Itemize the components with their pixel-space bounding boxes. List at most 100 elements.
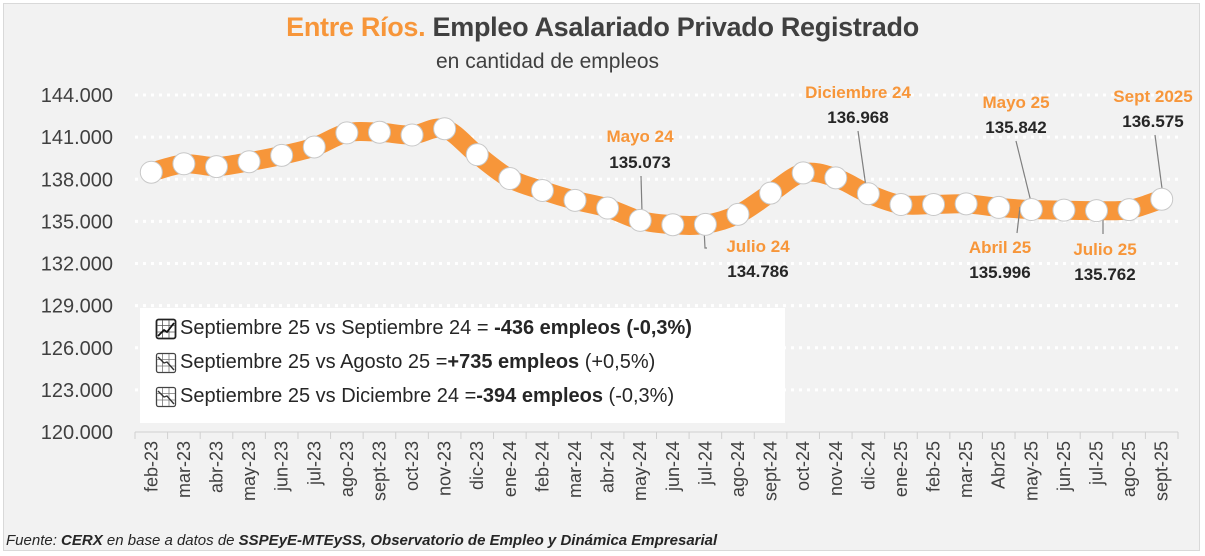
data-point — [270, 143, 294, 167]
chart-decreasing-icon — [155, 386, 177, 407]
x-tick-label: ago-24 — [728, 441, 748, 497]
source-prefix: Fuente: — [6, 532, 62, 549]
x-tick-label: may-25 — [1021, 441, 1041, 501]
source-mid: en base a datos de — [102, 532, 239, 549]
comparison-box: Septiembre 25 vs Septiembre 24 = -436 em… — [140, 308, 785, 423]
data-point — [1117, 198, 1141, 222]
data-point — [367, 120, 391, 144]
data-point — [1019, 198, 1043, 222]
comparison-value: -394 empleos — [476, 385, 603, 407]
x-tick-label: jul-25 — [1087, 441, 1107, 486]
data-point — [856, 182, 880, 206]
x-tick-label: mar-24 — [565, 441, 585, 498]
data-point — [204, 155, 228, 179]
x-tick-label: feb-23 — [141, 441, 161, 492]
x-tick-label: feb-24 — [532, 441, 552, 492]
annotation-value: 134.786 — [727, 262, 788, 281]
annotation-leader — [857, 130, 867, 188]
x-tick-label: sept-24 — [761, 441, 781, 501]
annotation-value: 136.968 — [827, 108, 888, 127]
comparison-value: -436 empleos — [494, 317, 621, 339]
x-tick-label: dic-24 — [858, 441, 878, 490]
data-point — [530, 178, 554, 202]
data-points — [139, 117, 1174, 237]
data-point — [172, 152, 196, 176]
data-point — [1085, 199, 1109, 223]
x-tick-label: jun-23 — [272, 441, 292, 492]
annotation-label: Abril 25 — [969, 238, 1031, 257]
annotation-value: 135.762 — [1074, 265, 1135, 284]
annotation-value: 135.842 — [985, 118, 1046, 137]
data-point — [661, 213, 685, 237]
data-point — [726, 202, 750, 226]
x-tick-label: nov-23 — [435, 441, 455, 496]
x-tick-label: ene-24 — [500, 441, 520, 497]
annotation-leaders — [640, 130, 1164, 249]
data-point — [139, 160, 163, 184]
x-tick-label: ago-23 — [337, 441, 357, 497]
x-tick-label: jul-23 — [304, 441, 324, 486]
x-tick-label: mar-25 — [956, 441, 976, 498]
chart-increasing-icon — [155, 318, 177, 339]
x-tick-label: mar-23 — [174, 441, 194, 498]
x-tick-label: nov-24 — [826, 441, 846, 496]
data-point — [433, 117, 457, 141]
x-tick-label: Abr25 — [989, 441, 1009, 489]
data-point — [954, 192, 978, 216]
annotations: Mayo 24 135.073 Julio 24 134.786 Diciembre 2… — [606, 83, 1192, 284]
data-point — [628, 208, 652, 232]
x-tick-label: oct-23 — [402, 441, 422, 491]
annotation-leader — [1016, 206, 1021, 234]
data-point — [824, 166, 848, 190]
data-point — [465, 143, 489, 167]
annotation-label: Julio 24 — [726, 237, 790, 256]
comparison-row: Septiembre 25 vs Diciembre 24 = -394 emp… — [155, 385, 674, 408]
x-tick-label: feb-25 — [924, 441, 944, 492]
y-tick-label: 141.000 — [41, 127, 113, 149]
y-tick-label: 132.000 — [41, 254, 113, 276]
annotation-label: Diciembre 24 — [805, 83, 911, 102]
x-tick-label: abr-24 — [598, 441, 618, 493]
data-point — [759, 181, 783, 205]
annotation-leader — [1154, 134, 1164, 197]
annotation-value: 136.575 — [1122, 112, 1183, 131]
data-point — [791, 161, 815, 185]
source-org: CERX — [61, 532, 103, 549]
x-tick-label: ene-25 — [891, 441, 911, 497]
comparison-text: Septiembre 25 vs Septiembre 24 = — [180, 317, 489, 339]
data-point — [987, 195, 1011, 219]
y-tick-label: 120.000 — [41, 422, 113, 444]
annotation-leader — [640, 175, 643, 213]
comparison-pct: (-0,3%) — [626, 317, 692, 339]
data-point — [1150, 187, 1174, 211]
data-point — [498, 167, 522, 191]
annotation-label: Mayo 24 — [606, 127, 674, 146]
x-tick-label: jun-24 — [663, 441, 683, 492]
y-axis: 120.000 123.000 126.000 129.000 132.000 135.0… — [41, 85, 113, 444]
title-main: Empleo Asalariado Privado Registrado — [432, 12, 920, 42]
data-point — [302, 135, 326, 159]
comparison-value: +735 empleos — [447, 351, 580, 373]
x-tick-label: sept-25 — [1152, 441, 1172, 501]
x-tick-label: abr-23 — [206, 441, 226, 493]
y-tick-label: 138.000 — [41, 169, 113, 191]
y-tick-label: 129.000 — [41, 296, 113, 318]
annotation-label: Julio 25 — [1073, 240, 1136, 259]
comparison-row: Septiembre 25 vs Agosto 25 = +735 empleo… — [155, 351, 655, 374]
title-region: Entre Ríos. — [286, 12, 426, 42]
data-point — [693, 212, 717, 236]
data-point — [335, 121, 359, 145]
comparison-row: Septiembre 25 vs Septiembre 24 = -436 em… — [155, 317, 692, 340]
source-note: Fuente: CERX en base a datos de SSPEyE-M… — [6, 532, 717, 549]
x-tick-label: may-24 — [630, 441, 650, 501]
x-tick-label: sept-23 — [369, 441, 389, 501]
y-tick-label: 126.000 — [41, 338, 113, 360]
x-tick-label: jul-24 — [695, 441, 715, 486]
comparison-pct: (+0,5%) — [584, 351, 656, 373]
annotation-value: 135.996 — [969, 263, 1030, 282]
y-tick-label: 144.000 — [41, 85, 113, 107]
data-point — [563, 188, 587, 212]
x-tick-label: oct-24 — [793, 441, 813, 491]
data-point — [596, 196, 620, 220]
